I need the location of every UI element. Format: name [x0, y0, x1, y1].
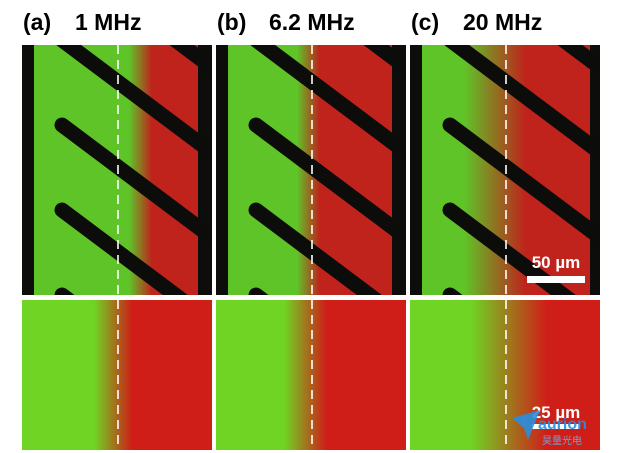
panel-label: (c) [411, 9, 439, 35]
stripe [363, 45, 406, 77]
stripe [56, 45, 212, 162]
scale-bar [527, 276, 585, 283]
stripe [54, 117, 212, 247]
scale-bar-label: 25 µm [532, 403, 581, 422]
image-content [22, 300, 212, 450]
edge [216, 45, 228, 295]
image-content [216, 45, 406, 295]
image-content [216, 300, 406, 450]
stripe [442, 202, 576, 295]
watermark-logo [512, 410, 540, 440]
scale-bar-label: 50 µm [532, 253, 581, 272]
stripe [250, 45, 406, 162]
stripe [169, 45, 212, 77]
image-content [22, 45, 212, 295]
watermark-subtitle: 昊量光电 [542, 434, 582, 447]
panel-frequency: 6.2 MHz [269, 9, 355, 35]
bottom-image [22, 300, 212, 450]
watermark: aurion 昊量光电 [512, 410, 587, 447]
top-image [410, 45, 600, 295]
panel-label: (a) [23, 9, 51, 35]
stripe [444, 45, 600, 162]
panel-label: (b) [217, 9, 246, 35]
bottom-image [216, 300, 406, 450]
stripe [442, 117, 600, 247]
edge [22, 45, 34, 295]
image-content [410, 45, 600, 295]
scale-bar [532, 424, 580, 429]
stripe [248, 202, 382, 295]
stripe [248, 117, 406, 247]
panel-frequency: 1 MHz [75, 9, 141, 35]
edge [410, 45, 422, 295]
watermark-brand: aurion [538, 416, 587, 433]
stripe [557, 45, 600, 77]
top-image [216, 45, 406, 295]
panels: (a) 1 MHz (b) 6.2 MHz (c) 20 MHz [22, 9, 600, 450]
top-image [22, 45, 212, 295]
panel-frequency: 20 MHz [463, 9, 542, 35]
stripe [54, 202, 188, 295]
